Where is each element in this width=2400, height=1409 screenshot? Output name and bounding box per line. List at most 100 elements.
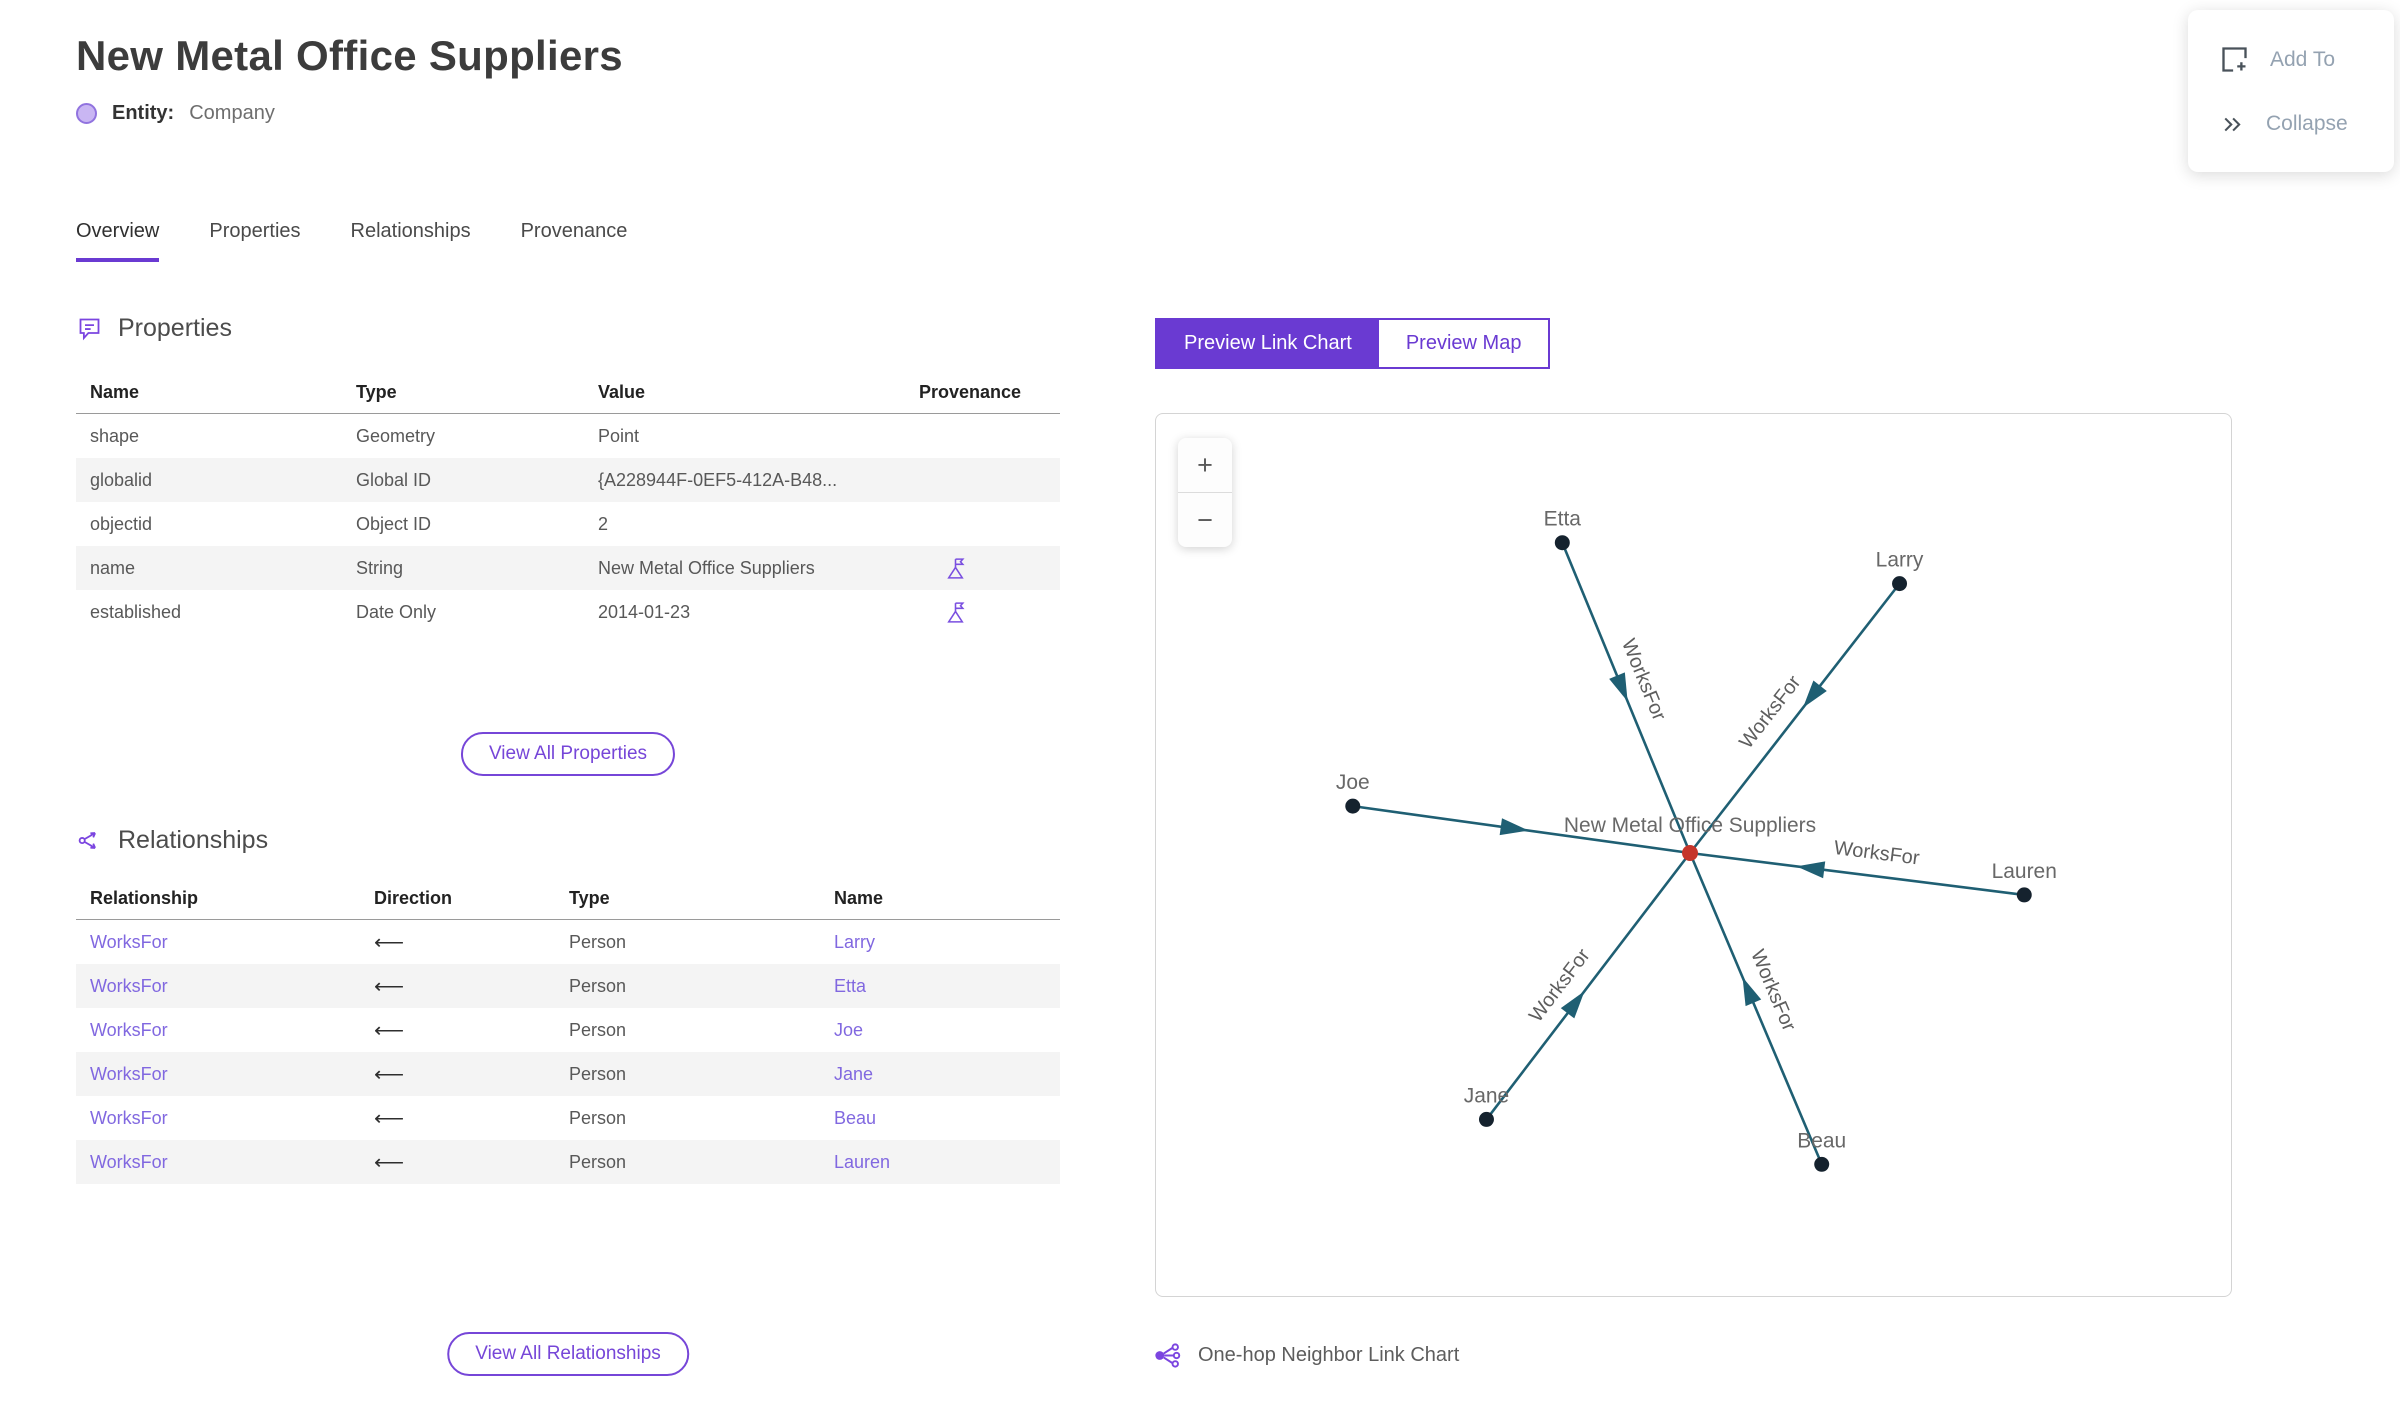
center-node-label: New Metal Office Suppliers [1564,814,1816,837]
view-all-properties-button[interactable]: View All Properties [460,732,676,776]
property-name: shape [90,425,140,446]
page-title: New Metal Office Suppliers [76,32,623,79]
node-label-etta: Etta [1544,508,1582,531]
toggle-preview-map[interactable]: Preview Map [1378,320,1549,367]
node-label-larry: Larry [1876,549,1924,572]
relationship-row-etta: WorksFor ⟵ Person Etta [76,964,1060,1008]
link-chart-preview: + − WorksFor WorksFor WorksFor WorksFor Work… [1155,413,2232,1297]
tab-properties[interactable]: Properties [209,220,301,242]
relationship-entity-name-link[interactable]: Etta [834,975,867,996]
collapse-button[interactable]: Collapse [2218,110,2394,139]
relationship-entity-type: Person [569,1063,627,1084]
chart-caption: One-hop Neighbor Link Chart [1152,1340,1459,1371]
provenance-flag-icon[interactable] [943,600,968,625]
entity-row: Entity: Company [76,102,275,125]
properties-table: Name Type Value Provenance shape Geometry Poi… [76,372,1060,634]
relationship-type-link[interactable]: WorksFor [90,1151,168,1172]
relationship-entity-type: Person [569,1107,627,1128]
edge-worksfor-beau[interactable] [1688,852,1823,1165]
property-row-globalid: globalid Global ID {A228944F-0EF5-412A-B48… [76,458,1060,502]
edge-worksfor-lauren[interactable] [1689,851,2025,897]
one-hop-link-chart-icon [1155,1343,1181,1368]
relationships-col-type: Type [569,888,610,908]
properties-col-type: Type [356,382,397,402]
relationships-table: Relationship Direction Type Name WorksFor ⟵ P… [76,878,1060,1184]
add-to-icon [2222,47,2247,72]
relationship-row-joe: WorksFor ⟵ Person Joe [76,1008,1060,1052]
node-label-beau: Beau [1797,1129,1846,1152]
preview-toggle-group: Preview Link Chart Preview Map [1155,318,1551,369]
node-etta[interactable] [1554,535,1570,551]
node-beau[interactable] [1814,1156,1830,1172]
relationship-entity-name-link[interactable]: Lauren [834,1151,891,1172]
node-lauren[interactable] [2016,887,2032,903]
relationship-type-link[interactable]: WorksFor [90,1019,168,1040]
zoom-in-button[interactable]: + [1197,449,1213,480]
relationships-section-title: Relationships [118,826,269,854]
relationship-direction-arrow: ⟵ [374,1150,405,1174]
relationships-table-header: Relationship Direction Type Name [76,878,1060,920]
edge-arrowhead-lauren[interactable] [1796,861,1826,879]
edge-arrowhead-etta[interactable] [1609,672,1628,702]
tab-provenance[interactable]: Provenance [520,220,628,242]
property-row-objectid: objectid Object ID 2 [76,502,1060,546]
relationships-icon [78,832,96,849]
relationship-direction-arrow: ⟵ [374,930,405,954]
node-label-jane: Jane [1464,1084,1509,1107]
tab-overview[interactable]: Overview [76,220,160,262]
node-larry[interactable] [1892,576,1908,592]
double-chevron-right-icon [2224,117,2241,131]
relationships-col-direction: Direction [374,888,453,908]
edge-arrowhead-beau[interactable] [1742,977,1762,1007]
zoom-control-divider [1178,492,1232,493]
collapse-label: Collapse [2266,112,2348,136]
provenance-flag-icon[interactable] [943,556,968,581]
properties-section-header: Properties [76,314,232,343]
edge-label-worksfor-jane: WorksFor [1525,944,1595,1026]
relationship-direction-arrow: ⟵ [374,1106,405,1130]
add-to-label: Add To [2270,47,2335,71]
relationship-entity-name-link[interactable]: Beau [834,1107,877,1128]
relationship-entity-name-link[interactable]: Jane [834,1063,874,1084]
relationship-type-link[interactable]: WorksFor [90,975,168,996]
relationship-entity-name-link[interactable]: Larry [834,931,876,952]
relationship-direction-arrow: ⟵ [374,1062,405,1086]
property-type: Object ID [356,513,432,534]
edge-arrowhead-joe[interactable] [1499,818,1529,836]
relationship-type-link[interactable]: WorksFor [90,931,168,952]
zoom-out-button[interactable]: − [1197,504,1213,535]
edge-arrowhead-jane[interactable] [1560,991,1585,1019]
edge-arrowhead-larry[interactable] [1802,680,1827,708]
relationship-entity-type: Person [569,1019,627,1040]
tab-relationships[interactable]: Relationships [350,220,471,242]
property-row-established: established Date Only 2014-01-23 [76,590,1060,634]
property-name: name [90,557,136,578]
property-type: Date Only [356,601,437,622]
properties-col-name: Name [90,382,140,402]
edge-worksfor-jane[interactable] [1485,852,1692,1121]
relationships-section-header: Relationships [76,826,268,855]
relationship-entity-type: Person [569,931,627,952]
property-provenance [905,600,1060,625]
edge-worksfor-larry[interactable] [1688,582,1901,854]
properties-icon [79,318,100,341]
property-row-name: name String New Metal Office Suppliers [76,546,1060,590]
relationship-entity-name-link[interactable]: Joe [834,1019,864,1040]
relationship-direction-arrow: ⟵ [374,1018,405,1042]
relationship-type-link[interactable]: WorksFor [90,1107,168,1128]
node-joe[interactable] [1345,798,1361,814]
property-value: New Metal Office Suppliers [598,557,815,578]
center-node-company[interactable] [1682,845,1698,861]
toggle-preview-link-chart[interactable]: Preview Link Chart [1157,320,1379,367]
relationship-row-beau: WorksFor ⟵ Person Beau [76,1096,1060,1140]
relationship-type-link[interactable]: WorksFor [90,1063,168,1084]
relationship-row-larry: WorksFor ⟵ Person Larry [76,920,1060,964]
relationships-col-name: Name [834,888,884,908]
node-label-joe: Joe [1336,771,1370,794]
property-name: globalid [90,469,153,490]
property-row-shape: shape Geometry Point [76,414,1060,458]
node-jane[interactable] [1478,1111,1494,1127]
add-to-button[interactable]: Add To [2218,43,2394,76]
view-all-relationships-button[interactable]: View All Relationships [447,1332,689,1376]
